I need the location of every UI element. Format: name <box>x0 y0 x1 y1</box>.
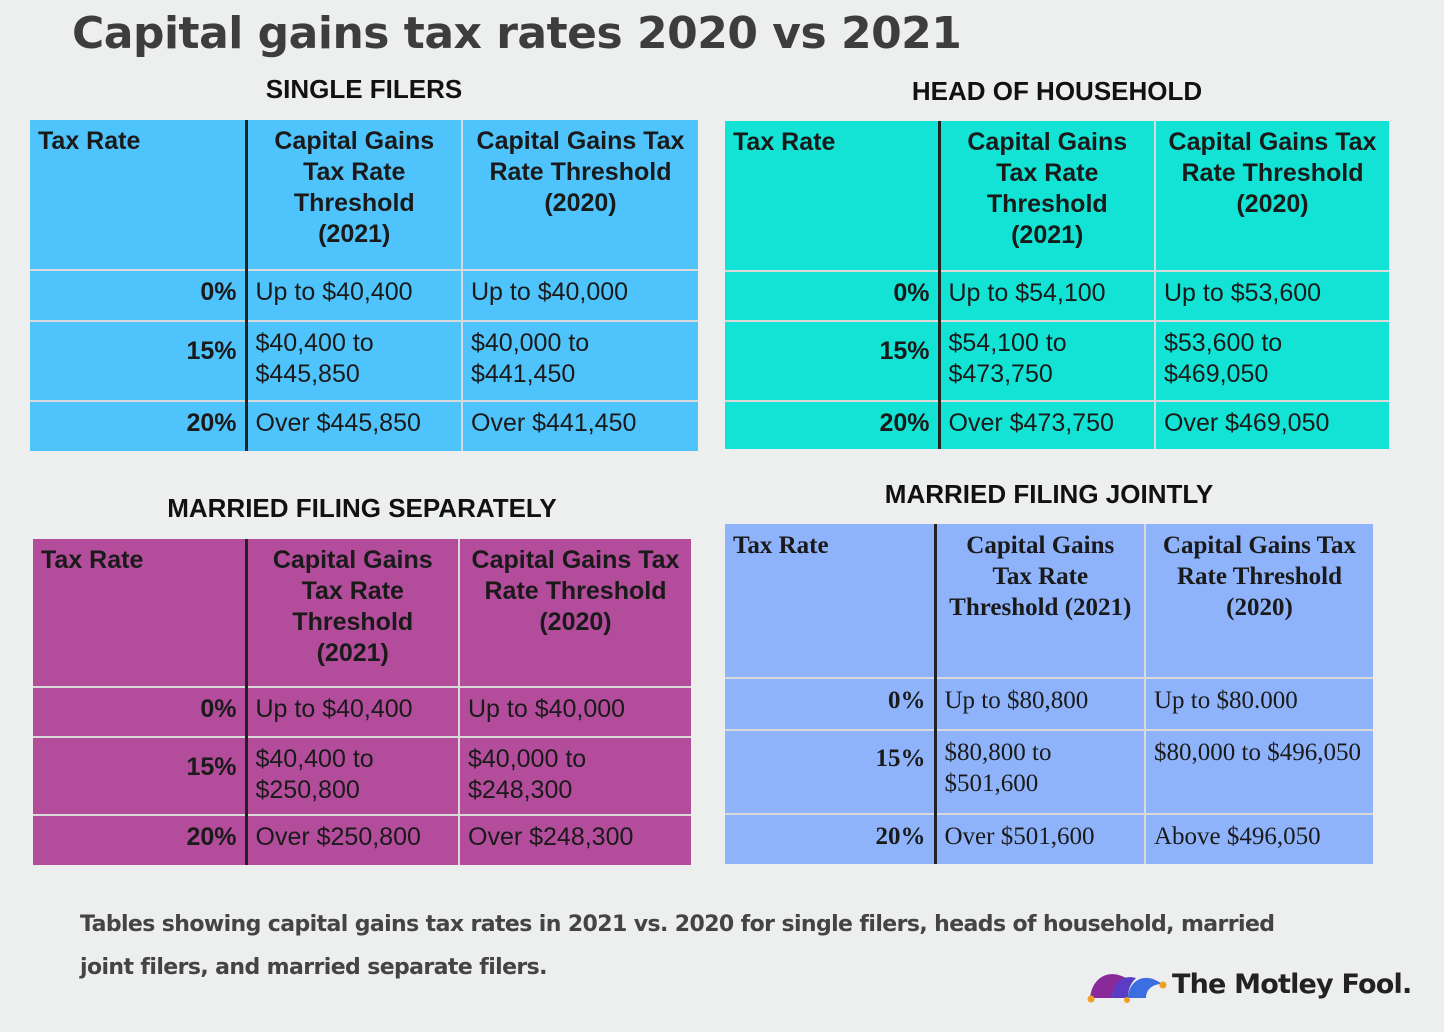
threshold-2020-cell: Above $496,050 <box>1144 813 1373 864</box>
figure-caption: Tables showing capital gains tax rates i… <box>80 912 1275 980</box>
section-heading-head-of-household: HEAD OF HOUSEHOLD <box>911 76 1203 106</box>
rate-cell: 0% <box>725 270 939 321</box>
rate-cell: 0% <box>33 686 246 737</box>
section-heading-married-jointly: MARRIED FILING JOINTLY <box>884 479 1214 509</box>
rate-cell: 15% <box>725 320 939 401</box>
section-heading-married-separately: MARRIED FILING SEPARATELY <box>167 493 557 523</box>
header-threshold-2021: Capital Gains Tax Rate Threshold (2021) <box>937 121 1155 271</box>
threshold-2020-cell: Over $248,300 <box>458 814 691 865</box>
header-threshold-2021: Capital Gains Tax Rate Threshold (2021) <box>244 120 462 270</box>
header-tax-rate: Tax Rate <box>733 128 836 156</box>
rate-cell: 20% <box>725 400 939 449</box>
header-tax-rate: Tax Rate <box>733 532 829 559</box>
threshold-2020-cell: Up to $80.000 <box>1144 677 1373 730</box>
page-title: Capital gains tax rates 2020 vs 2021 <box>72 8 962 59</box>
threshold-2021-cell: Up to $80,800 <box>933 677 1145 730</box>
threshold-2021-cell: Over $473,750 <box>937 400 1155 449</box>
section-heading-single: SINGLE FILERS <box>265 74 463 104</box>
threshold-2021-cell: Over $445,850 <box>244 400 462 451</box>
threshold-2020-cell: Up to $53,600 <box>1154 270 1389 321</box>
header-threshold-2020: Capital Gains Tax Rate Threshold (2020) <box>458 539 691 687</box>
table-married-separately: Tax Rate Capital Gains Tax Rate Threshol… <box>33 539 691 865</box>
rate-cell: 20% <box>725 813 935 864</box>
header-threshold-2020: Capital Gains Tax Rate Threshold (2020) <box>1144 524 1373 678</box>
header-threshold-2020: Capital Gains Tax Rate Threshold (2020) <box>1154 121 1389 271</box>
rate-cell: 0% <box>725 677 935 730</box>
rate-cell: 0% <box>30 269 246 321</box>
rate-cell: 15% <box>33 736 246 815</box>
table-married-jointly: Tax Rate Capital Gains Tax Rate Threshol… <box>725 524 1373 864</box>
rate-cell: 20% <box>30 400 246 451</box>
threshold-2021-cell: Up to $40,400 <box>244 269 462 321</box>
threshold-2020-cell: Over $441,450 <box>461 400 698 451</box>
logo-wordmark: The Motley Fool. <box>1172 968 1412 1000</box>
header-threshold-2020: Capital Gains Tax Rate Threshold (2020) <box>461 120 698 270</box>
rate-cell: 15% <box>725 729 935 814</box>
threshold-2020-cell: $40,000 to $248,300 <box>458 736 691 815</box>
jester-hat-icon <box>1087 974 1167 1003</box>
rate-cell: 15% <box>30 320 246 401</box>
threshold-2021-cell: $80,800 to $501,600 <box>933 729 1145 814</box>
rate-cell: 20% <box>33 814 246 865</box>
header-tax-rate: Tax Rate <box>41 546 144 574</box>
table-single-filers: Tax Rate Capital Gains Tax Rate Threshol… <box>30 120 698 451</box>
threshold-2020-cell: $53,600 to $469,050 <box>1154 320 1389 401</box>
threshold-2021-cell: Up to $40,400 <box>244 686 459 737</box>
table-head-of-household: Tax Rate Capital Gains Tax Rate Threshol… <box>725 121 1389 449</box>
header-tax-rate: Tax Rate <box>38 127 141 155</box>
motley-fool-logo: The Motley Fool. <box>1086 962 1412 1006</box>
threshold-2021-cell: $40,400 to $445,850 <box>244 320 462 401</box>
threshold-2020-cell: $40,000 to $441,450 <box>461 320 698 401</box>
threshold-2020-cell: Up to $40,000 <box>458 686 691 737</box>
threshold-2021-cell: Over $250,800 <box>244 814 459 865</box>
threshold-2021-cell: Over $501,600 <box>933 813 1145 864</box>
header-threshold-2021: Capital Gains Tax Rate Threshold (2021) <box>933 524 1145 678</box>
header-threshold-2021: Capital Gains Tax Rate Threshold (2021) <box>244 539 459 687</box>
threshold-2020-cell: Over $469,050 <box>1154 400 1389 449</box>
threshold-2021-cell: Up to $54,100 <box>937 270 1155 321</box>
threshold-2020-cell: $80,000 to $496,050 <box>1144 729 1373 814</box>
threshold-2021-cell: $54,100 to $473,750 <box>937 320 1155 401</box>
threshold-2021-cell: $40,400 to $250,800 <box>244 736 459 815</box>
threshold-2020-cell: Up to $40,000 <box>461 269 698 321</box>
